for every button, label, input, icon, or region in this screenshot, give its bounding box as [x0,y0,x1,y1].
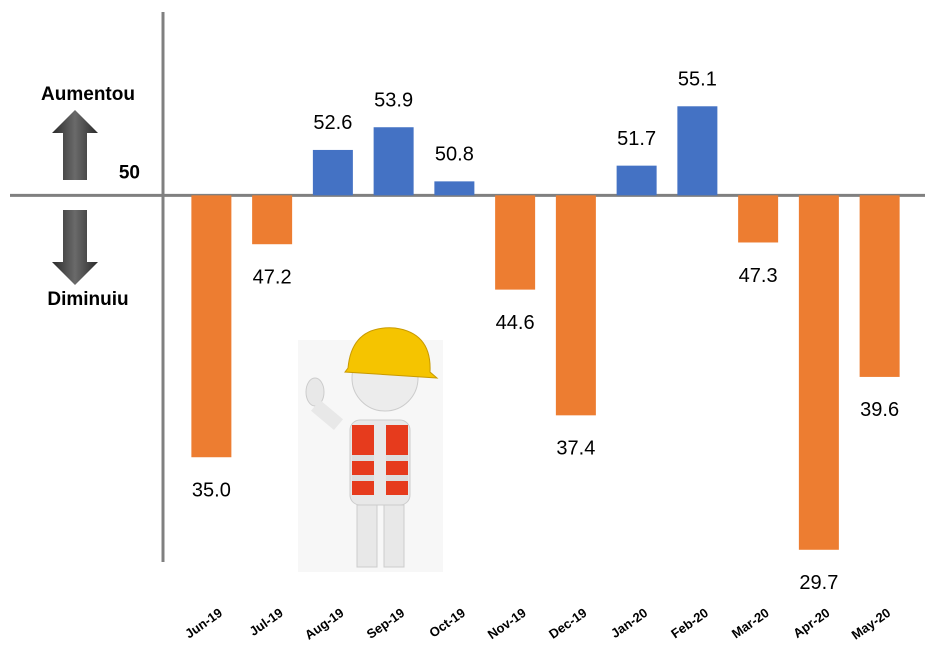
x-tick-label: May-20 [849,605,894,643]
bar [616,165,657,196]
bar [677,106,718,196]
bar [555,195,596,416]
value-label: 35.0 [192,480,231,502]
y-tick-label: 50 [119,162,140,183]
x-tick-label: Feb-20 [668,605,711,641]
x-tick-label: Dec-19 [546,605,590,642]
bar [495,195,536,290]
value-label: 55.1 [678,69,717,91]
up-arrow [52,110,98,180]
value-label: 47.3 [739,265,778,287]
value-label: 47.2 [253,267,292,289]
bar [738,195,779,243]
annotation: Aumentou [41,84,135,105]
value-label: 44.6 [496,312,535,334]
value-label: 39.6 [860,399,899,421]
bar [373,127,414,196]
value-label: 53.9 [374,90,413,112]
bar [252,195,293,245]
down-arrow [52,210,98,285]
x-tick-label: Aug-19 [302,605,347,643]
x-tick-label: Nov-19 [485,605,529,642]
bar [434,181,475,196]
value-label: 37.4 [556,438,595,460]
value-label: 52.6 [313,112,352,134]
bar [859,195,900,377]
x-tick-label: Mar-20 [729,605,772,641]
bar [312,149,353,196]
bar [191,195,232,458]
x-tick-label: Sep-19 [364,605,408,642]
annotation: Diminuiu [47,289,128,310]
x-tick-label: Apr-20 [790,605,832,641]
value-label: 29.7 [799,572,838,594]
bar [798,195,839,550]
x-tick-label: Jul-19 [246,605,285,639]
value-label: 50.8 [435,144,474,166]
worker-figure [298,327,443,572]
value-label: 51.7 [617,128,656,150]
x-tick-label: Oct-19 [426,605,468,640]
x-tick-label: Jan-20 [608,605,650,641]
x-tick-label: Jun-19 [182,605,225,641]
